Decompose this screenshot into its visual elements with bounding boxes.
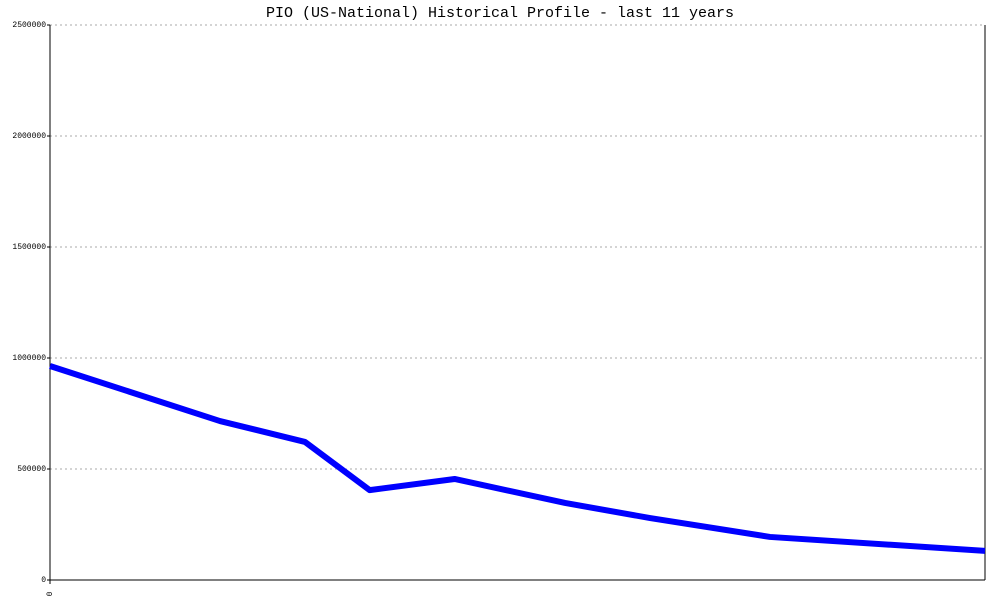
y-tick-label: 2500000 [12,21,46,30]
y-tick-label: 1000000 [12,354,46,363]
x-tick-label: 0 [46,591,55,596]
data-line [49,363,986,554]
y-tick-label: 0 [41,576,46,585]
y-tick-label: 1500000 [12,243,46,252]
y-tick-label: 2000000 [12,132,46,141]
y-tick-label: 500000 [17,465,46,474]
chart-title: PIO (US-National) Historical Profile - l… [266,5,734,22]
